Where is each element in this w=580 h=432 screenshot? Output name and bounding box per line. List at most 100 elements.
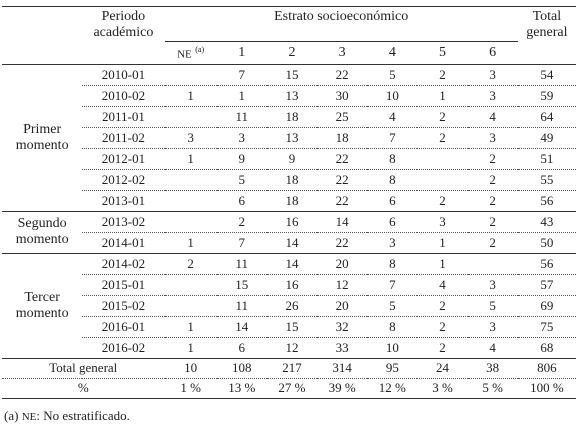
count xyxy=(417,169,468,191)
group-label: Segundo momento xyxy=(2,211,83,254)
period: 2014-01 xyxy=(82,232,165,254)
count: 8 xyxy=(367,316,418,338)
count: 1 xyxy=(164,85,217,107)
count: 16 xyxy=(266,211,318,233)
count: 18 xyxy=(317,127,368,149)
count: 22 xyxy=(317,169,368,191)
strata-level: 3 xyxy=(317,41,368,65)
count: 14 xyxy=(216,316,267,338)
footnote-abbr: NE xyxy=(21,411,37,423)
strata-header: Estrato socioeconómico xyxy=(164,6,518,42)
ne-note: (a) xyxy=(195,45,205,55)
count: 13 xyxy=(266,85,318,107)
row-total: 59 xyxy=(517,85,576,107)
data-row: Tercer momento 2014-02 2 11 14 20 8 1 56 xyxy=(2,253,576,359)
data-row: 2014-01 1 7 14 22 3 1 2 50 xyxy=(2,232,576,254)
period: 2013-01 xyxy=(82,190,165,212)
period: 2010-01 xyxy=(82,64,165,86)
data-row: 2012-02 5 18 22 8 2 55 xyxy=(2,169,576,191)
count: 6 xyxy=(367,190,418,212)
spacer xyxy=(2,7,82,42)
totals-value: 217 xyxy=(266,358,318,379)
count: 3 xyxy=(467,64,518,86)
percent-row: % 1 % 13 % 27 % 39 % 12 % 3 % 5 % 100 % xyxy=(2,378,576,399)
count xyxy=(164,169,217,191)
count: 6 xyxy=(216,337,267,359)
count xyxy=(164,64,217,86)
count: 15 xyxy=(266,316,318,338)
percent-value: 5 % xyxy=(467,378,518,399)
count: 18 xyxy=(266,169,318,191)
percent-value: 1 % xyxy=(164,378,217,399)
strata-level: 6 xyxy=(467,41,518,65)
data-row: Segundo momento 2013-02 2 16 14 6 3 2 43 xyxy=(2,211,576,254)
count: 2 xyxy=(417,64,468,86)
count: 4 xyxy=(467,337,518,359)
count: 22 xyxy=(317,232,368,254)
percent-value: 13 % xyxy=(216,378,267,399)
count: 12 xyxy=(317,274,368,296)
count: 3 xyxy=(467,85,518,107)
footnote-marker: (a) xyxy=(4,408,19,423)
period-header: Periodo académico xyxy=(93,9,154,40)
count: 3 xyxy=(467,316,518,338)
count: 7 xyxy=(216,232,267,254)
count: 9 xyxy=(266,148,318,170)
percent-value: 3 % xyxy=(417,378,468,399)
row-total: 50 xyxy=(517,232,576,254)
count: 2 xyxy=(417,127,468,149)
period: 2011-01 xyxy=(82,106,165,128)
totals-row: Total general 10 108 217 314 95 24 38 806 xyxy=(2,358,576,379)
group-label: Primer momento xyxy=(2,64,83,212)
percent-total: 100 % xyxy=(517,378,576,399)
count: 5 xyxy=(467,295,518,317)
count: 2 xyxy=(417,337,468,359)
row-total: 56 xyxy=(517,253,576,275)
period: 2016-01 xyxy=(82,316,165,338)
count: 1 xyxy=(164,316,217,338)
count: 14 xyxy=(266,253,318,275)
count: 22 xyxy=(317,190,368,212)
count xyxy=(467,253,518,275)
count: 1 xyxy=(417,253,468,275)
count: 12 xyxy=(266,337,318,359)
period: 2015-01 xyxy=(82,274,165,296)
count: 3 xyxy=(467,127,518,149)
row-total: 51 xyxy=(517,148,576,170)
count: 5 xyxy=(367,295,418,317)
totals-value: 108 xyxy=(216,358,267,379)
totals-value: 95 xyxy=(367,358,418,379)
count: 10 xyxy=(367,85,418,107)
count xyxy=(164,274,217,296)
row-total: 49 xyxy=(517,127,576,149)
data-table: Periodo académico Estrato socioeconómico… xyxy=(2,6,576,399)
count: 16 xyxy=(266,274,318,296)
count: 10 xyxy=(367,337,418,359)
count: 14 xyxy=(317,211,368,233)
data-row: 2016-02 1 6 12 33 10 2 4 68 xyxy=(2,337,576,359)
count: 1 xyxy=(417,232,468,254)
count: 2 xyxy=(467,211,518,233)
count: 11 xyxy=(216,106,267,128)
group-label: Tercer momento xyxy=(2,253,83,359)
period: 2012-02 xyxy=(82,169,165,191)
count: 1 xyxy=(164,337,217,359)
count: 22 xyxy=(317,64,368,86)
count: 11 xyxy=(216,295,267,317)
count: 4 xyxy=(367,106,418,128)
count: 2 xyxy=(417,295,468,317)
count: 4 xyxy=(467,106,518,128)
percent-value: 39 % xyxy=(317,378,368,399)
totals-value: 24 xyxy=(417,358,468,379)
count: 30 xyxy=(317,85,368,107)
count: 7 xyxy=(367,127,418,149)
count: 7 xyxy=(216,64,267,86)
count: 8 xyxy=(367,253,418,275)
row-total: 56 xyxy=(517,190,576,212)
strata-level: 4 xyxy=(367,41,418,65)
count: 3 xyxy=(216,127,267,149)
count xyxy=(164,106,217,128)
percent-label: % xyxy=(2,378,165,399)
count: 6 xyxy=(367,211,418,233)
count: 2 xyxy=(216,211,267,233)
